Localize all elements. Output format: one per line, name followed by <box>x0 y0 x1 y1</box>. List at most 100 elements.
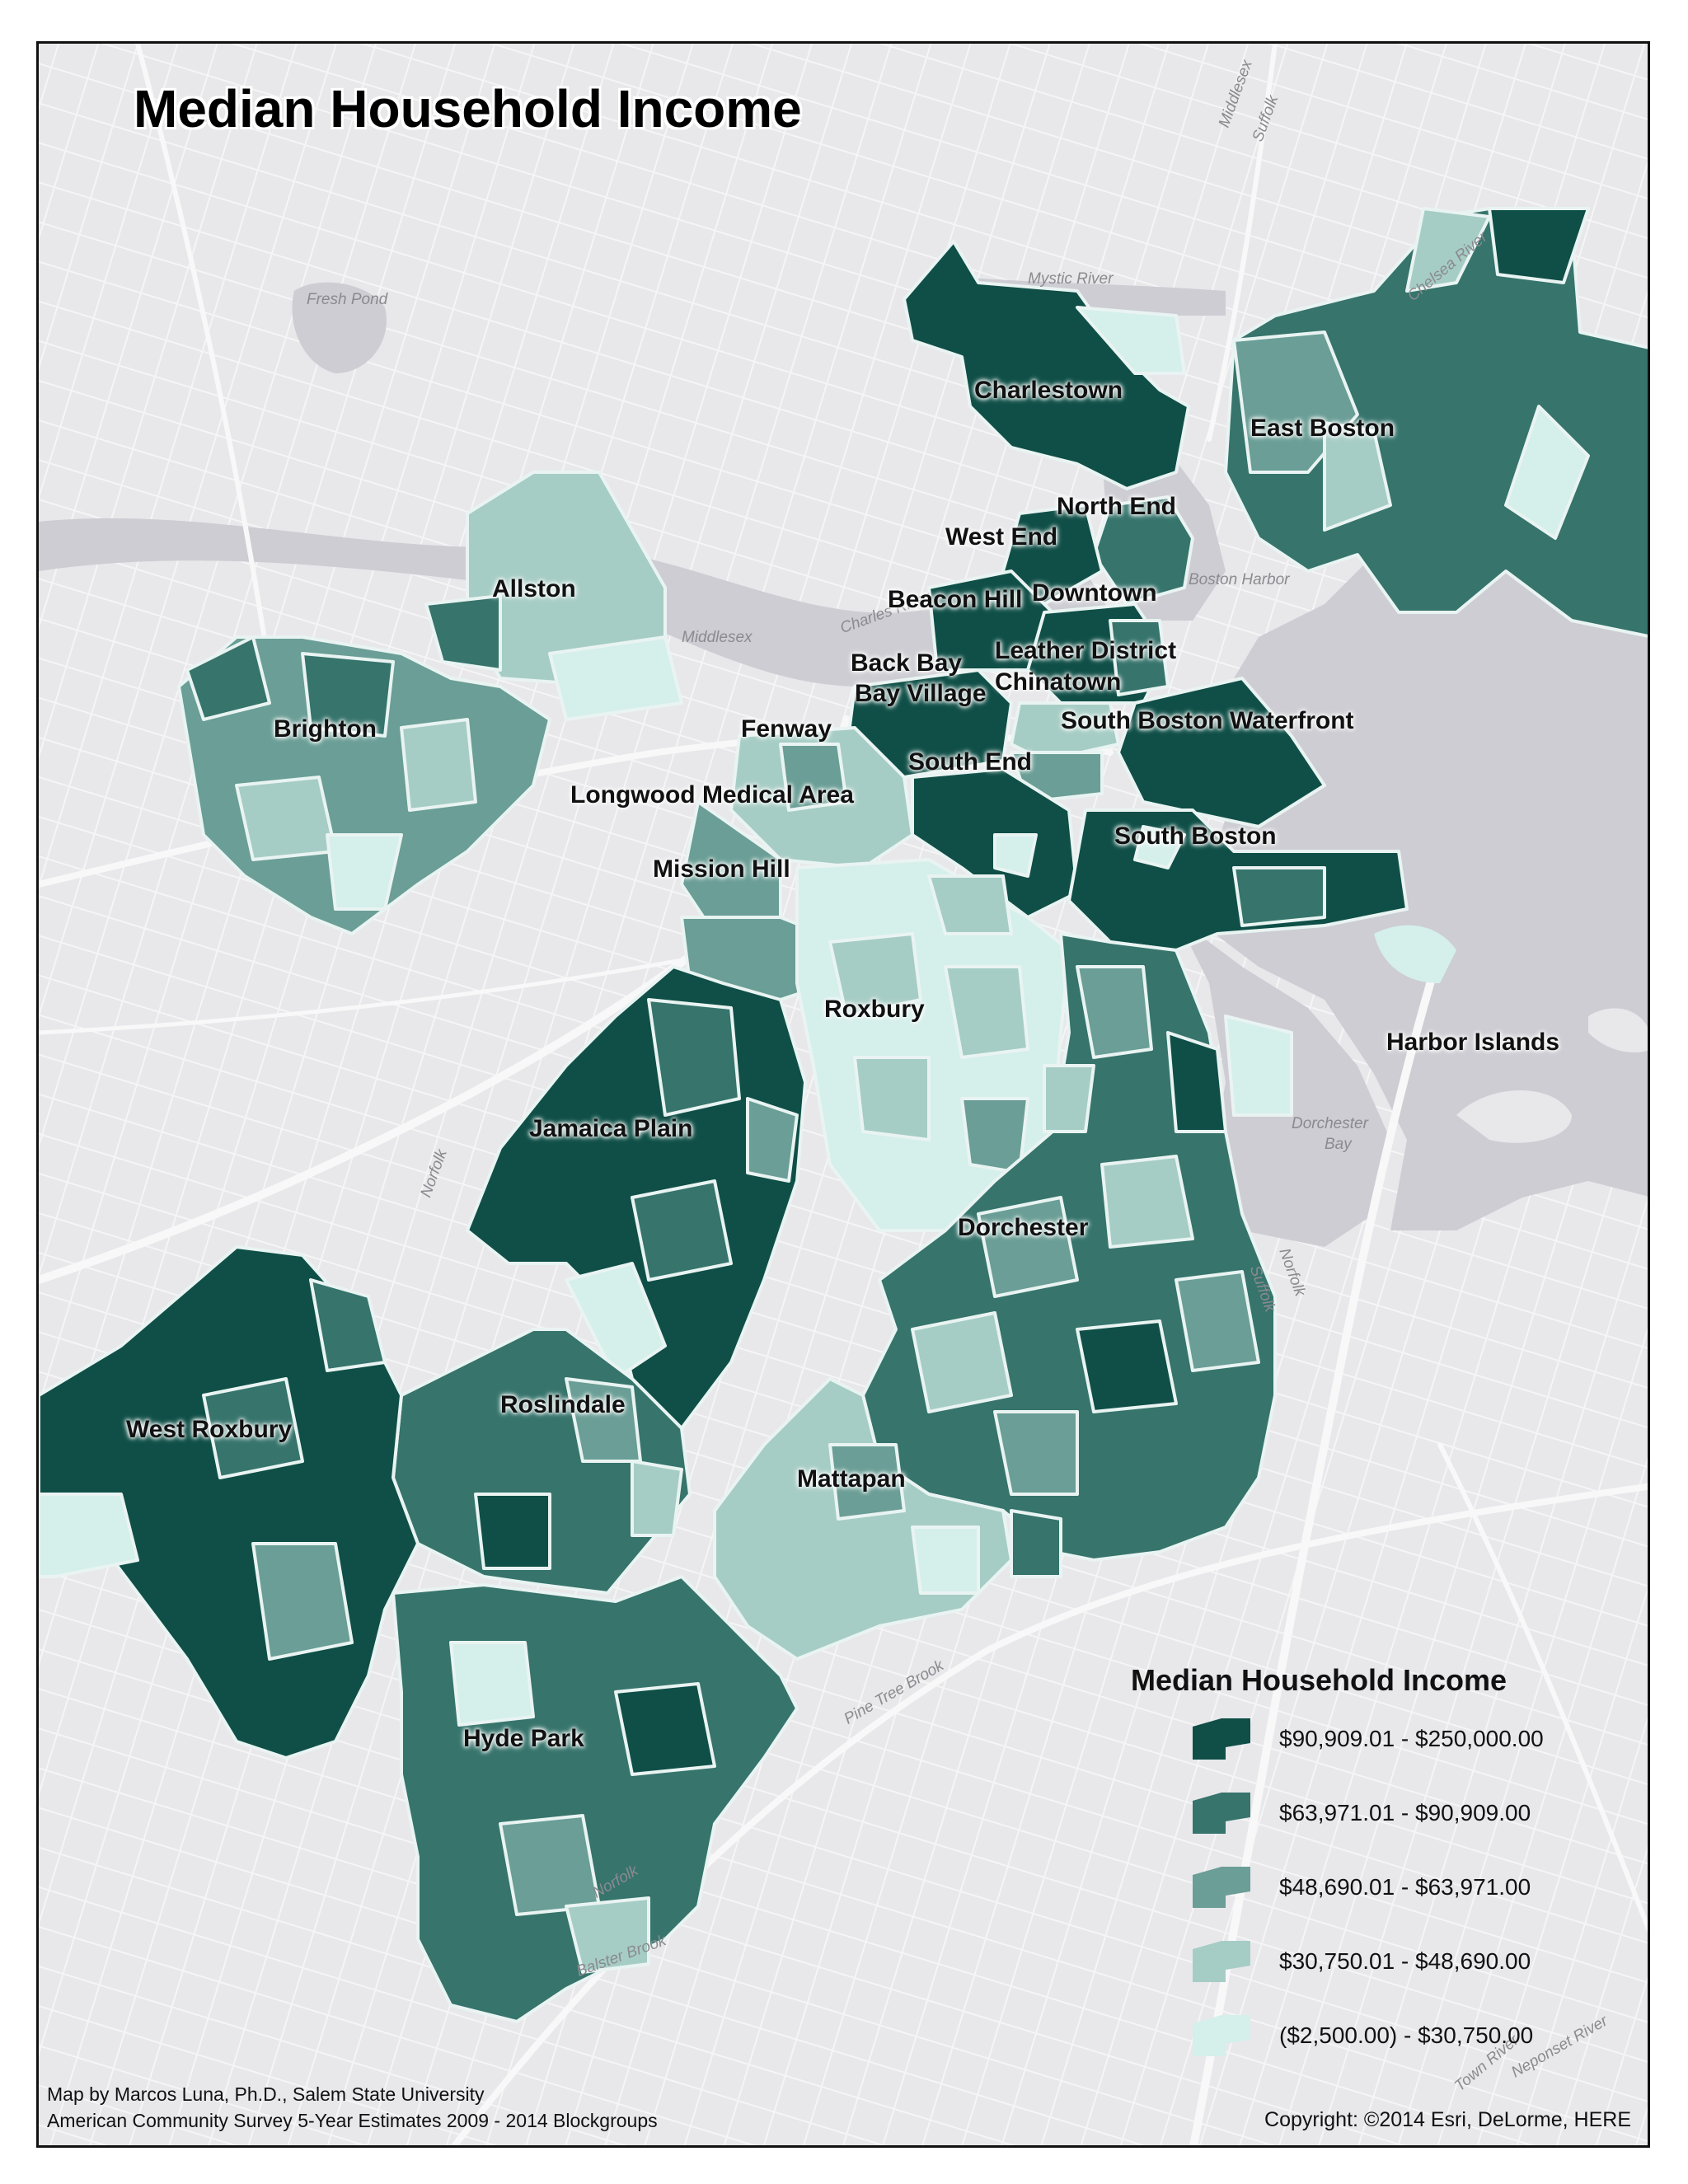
legend: Median Household Income $90,909.01 - $25… <box>1131 1663 1625 2125</box>
legend-label: ($2,500.00) - $30,750.00 <box>1279 2022 1534 2048</box>
label-jamaica-plain: Jamaica Plain <box>529 1115 693 1142</box>
label-harbor-islands: Harbor Islands <box>1386 1029 1560 1056</box>
map-canvas <box>39 44 1648 2145</box>
region-east-boston-d <box>1323 421 1392 532</box>
label-fenway: Fenway <box>741 715 832 743</box>
region-roxbury-a <box>828 932 922 1018</box>
region-dorch-h <box>993 1410 1079 1496</box>
copyright-notice: Copyright: ©2014 Esri, DeLorme, HERE <box>1264 2108 1631 2131</box>
geo-label-middlesex: Middlesex <box>682 629 753 646</box>
label-hyde-park: Hyde Park <box>463 1725 584 1752</box>
label-bay-village: Bay Village <box>855 680 987 707</box>
label-mission-hill: Mission Hill <box>653 855 790 883</box>
credit-line-author: Map by Marcos Luna, Ph.D., Salem State U… <box>47 2083 485 2105</box>
charles-river-water <box>39 518 1110 687</box>
label-south-end: South End <box>908 748 1032 776</box>
region-dorch-e <box>911 1311 1013 1413</box>
region-brighton-a <box>185 635 271 721</box>
region-roxbury-c <box>853 1056 931 1141</box>
region-sb-waterfront <box>1117 677 1326 828</box>
legend-label: $30,750.01 - $48,690.00 <box>1279 1948 1531 1974</box>
map-frame: Fresh Pond Mystic River Middlesex Suffol… <box>36 41 1650 2148</box>
legend-swatch-2 <box>1193 1793 1250 1834</box>
region-east-boston-c <box>1488 207 1590 284</box>
geo-label-mystic-river: Mystic River <box>1028 270 1114 288</box>
label-south-boston-waterfront: South Boston Waterfront <box>1061 707 1354 734</box>
geo-label-fresh-pond: Fresh Pond <box>307 291 388 308</box>
legend-swatch-3 <box>1193 1867 1250 1908</box>
label-leather-district: Leather District <box>995 637 1177 664</box>
label-back-bay: Back Bay <box>851 649 963 677</box>
region-brighton-c <box>235 776 337 861</box>
region-hp-c <box>449 1641 535 1727</box>
region-roxbury-e <box>927 874 1013 935</box>
label-charlestown: Charlestown <box>974 377 1123 404</box>
label-west-roxbury: West Roxbury <box>126 1416 293 1443</box>
legend-row: $63,971.01 - $90,909.00 <box>1131 1788 1625 1863</box>
region-wr-a <box>39 1493 139 1578</box>
region-jp-a <box>647 998 741 1117</box>
region-east-boston-b <box>1405 207 1491 293</box>
region-west-end <box>1001 504 1104 606</box>
legend-row: $90,909.01 - $250,000.00 <box>1131 1714 1625 1788</box>
region-wr-d <box>309 1278 387 1372</box>
region-dorch-j <box>1043 1064 1095 1133</box>
geo-label-dorchester-bay-2: Bay <box>1325 1136 1352 1153</box>
map-title: Median Household Income <box>134 79 802 138</box>
region-rosl-c <box>631 1460 683 1537</box>
label-north-end: North End <box>1057 493 1176 520</box>
region-allston-c <box>548 635 683 721</box>
region-fenway-b <box>779 743 848 812</box>
region-dorch-f <box>1076 1319 1178 1413</box>
credit-line-source: American Community Survey 5-Year Estimat… <box>47 2110 658 2131</box>
label-longwood-medical-area: Longwood Medical Area <box>570 781 854 808</box>
label-chinatown: Chinatown <box>995 668 1122 696</box>
harbor-islands <box>1374 925 1648 1143</box>
map-credit: Map by Marcos Luna, Ph.D., Salem State U… <box>47 2081 658 2134</box>
label-south-boston: South Boston <box>1114 823 1277 850</box>
region-charlestown-navy <box>1076 306 1186 375</box>
label-brighton: Brighton <box>274 715 377 743</box>
region-matt-c <box>1010 1509 1062 1578</box>
label-mattapan: Mattapan <box>797 1465 906 1493</box>
region-south-boston-c <box>1232 866 1326 927</box>
label-dorchester: Dorchester <box>958 1214 1089 1241</box>
legend-label: $48,690.01 - $63,971.00 <box>1279 1874 1531 1900</box>
label-roslindale: Roslindale <box>500 1391 626 1418</box>
label-beacon-hill: Beacon Hill <box>888 586 1023 613</box>
region-dorch-g <box>1175 1270 1260 1372</box>
region-roxbury-b <box>944 965 1029 1059</box>
region-east-boston-e <box>1504 405 1590 540</box>
legend-row: ($2,500.00) - $30,750.00 <box>1131 2011 1625 2085</box>
legend-label: $90,909.01 - $250,000.00 <box>1279 1726 1544 1751</box>
label-roxbury: Roxbury <box>824 996 925 1023</box>
region-south-end-b <box>993 833 1038 878</box>
label-east-boston: East Boston <box>1250 415 1395 442</box>
choropleth <box>39 207 1648 2023</box>
legend-label: $63,971.01 - $90,909.00 <box>1279 1800 1531 1825</box>
region-brighton-d <box>400 718 477 812</box>
region-hp-a <box>499 1814 601 1916</box>
geo-label-boston-harbor: Boston Harbor <box>1189 571 1290 588</box>
legend-swatch-4 <box>1193 1941 1250 1982</box>
region-brighton <box>177 635 551 935</box>
region-matt-a <box>828 1443 906 1521</box>
region-rosl-b <box>474 1493 551 1570</box>
region-jp-c <box>565 1262 667 1380</box>
label-allston: Allston <box>492 575 576 602</box>
fresh-pond-water <box>292 282 387 373</box>
region-dorch-a <box>1076 965 1153 1059</box>
boston-harbor-water <box>1193 432 1648 1230</box>
region-jp-d <box>746 1097 799 1183</box>
region-wr-b <box>202 1377 304 1479</box>
legend-title: Median Household Income <box>1131 1663 1507 1697</box>
region-downtown-b <box>1109 619 1170 696</box>
region-jp-b <box>631 1179 733 1282</box>
region-hp-d <box>565 1896 650 1974</box>
label-downtown: Downtown <box>1032 579 1157 607</box>
geo-label-dorchester-bay-1: Dorchester <box>1292 1115 1368 1132</box>
region-matt-b <box>911 1526 980 1595</box>
region-dorch-i <box>1224 1015 1293 1117</box>
region-brighton-e <box>326 833 403 911</box>
region-allston-b <box>424 594 502 672</box>
